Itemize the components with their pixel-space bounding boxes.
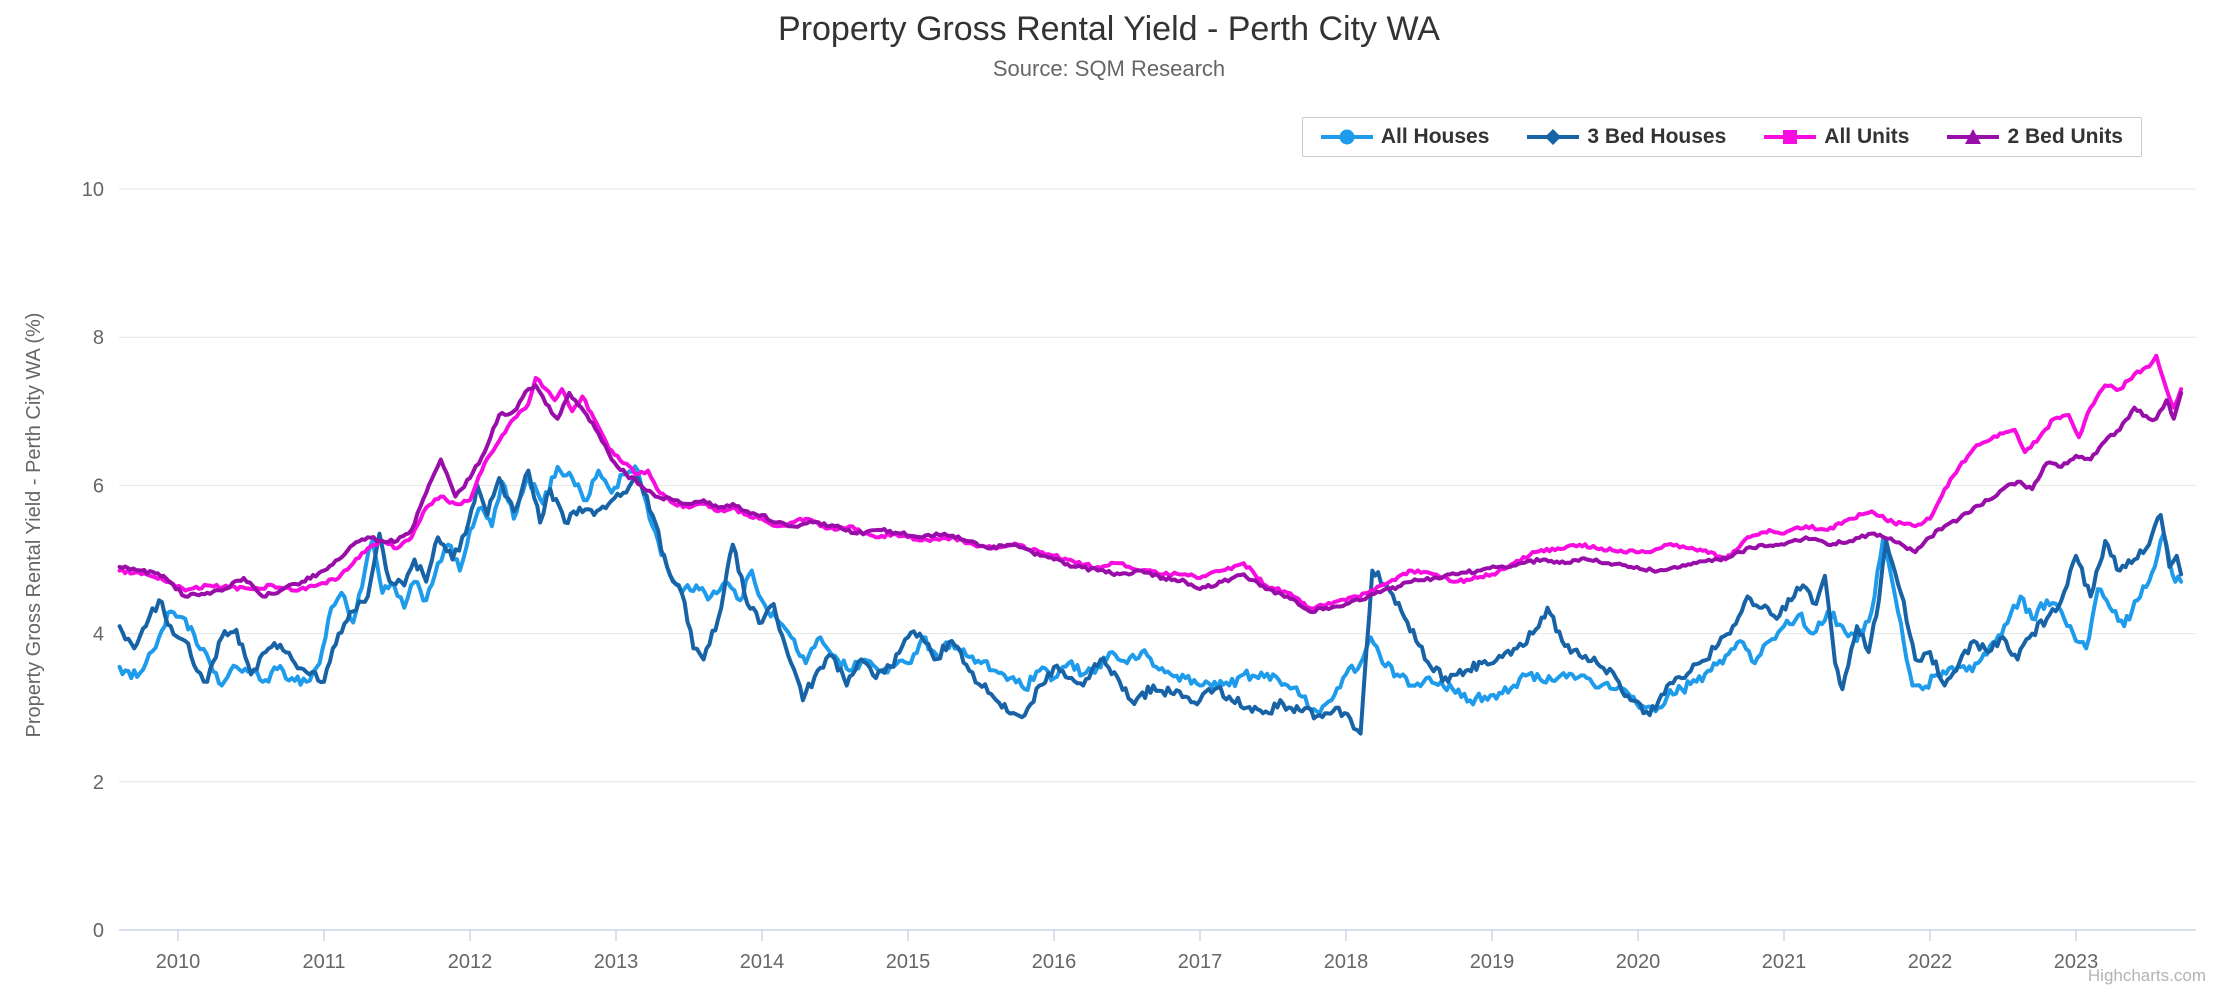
x-tick-label: 2022	[1908, 951, 1953, 973]
series-line-all-houses[interactable]	[117, 464, 2184, 716]
triangle-marker-icon	[1947, 129, 2000, 144]
y-tick-label: 2	[93, 772, 104, 794]
x-tick-label: 2013	[594, 951, 639, 973]
x-tick-label: 2014	[740, 951, 785, 973]
x-tick-label: 2017	[1178, 951, 1223, 973]
x-tick-label: 2015	[886, 951, 931, 973]
legend-item-all-units[interactable]: All Units	[1764, 125, 1909, 149]
series-line-2-bed-units[interactable]	[117, 383, 2184, 615]
circle-marker-icon	[1320, 129, 1373, 145]
diamond-marker-icon	[1527, 129, 1580, 145]
x-tick-label: 2011	[302, 951, 345, 973]
x-tick-label: 2021	[1762, 951, 1807, 973]
x-tick-label: 2018	[1324, 951, 1369, 973]
x-tick-label: 2010	[156, 951, 201, 973]
x-tick-label: 2012	[448, 951, 493, 973]
x-tick-label: 2023	[2054, 951, 2099, 973]
x-tick-label: 2016	[1032, 951, 1077, 973]
y-axis-title: Property Gross Rental Yield - Perth City…	[23, 312, 45, 738]
legend-item-label: All Houses	[1380, 125, 1490, 148]
x-tick-label: 2019	[1470, 951, 1515, 973]
legend-item-label: 2 Bed Units	[2007, 125, 2123, 148]
legend-item-label: All Units	[1824, 125, 1910, 148]
legend-item-2-bed-units[interactable]: 2 Bed Units	[1947, 125, 2123, 149]
y-tick-label: 10	[82, 179, 104, 201]
legend-item-label: 3 Bed Houses	[1587, 125, 1727, 148]
legend-item-3-bed-houses[interactable]: 3 Bed Houses	[1527, 125, 1726, 149]
square-marker-icon	[1764, 130, 1817, 144]
series-line-all-units[interactable]	[117, 353, 2184, 611]
y-tick-label: 4	[93, 624, 104, 646]
series-line-3-bed-houses[interactable]	[117, 468, 2184, 736]
y-tick-label: 6	[93, 475, 104, 497]
y-tick-label: 8	[93, 327, 104, 349]
legend-item-all-houses[interactable]: All Houses	[1320, 125, 1490, 149]
chart-subtitle: Source: SQM Research	[992, 56, 1226, 81]
highcharts-credit-link[interactable]: Highcharts.com	[2087, 966, 2206, 985]
legend: All Houses 3 Bed Houses All Units 2 Bed Uni…	[1301, 117, 2142, 157]
y-tick-label: 0	[93, 920, 104, 942]
x-tick-label: 2020	[1616, 951, 1661, 973]
chart-title: Property Gross Rental Yield - Perth City…	[778, 10, 1440, 48]
